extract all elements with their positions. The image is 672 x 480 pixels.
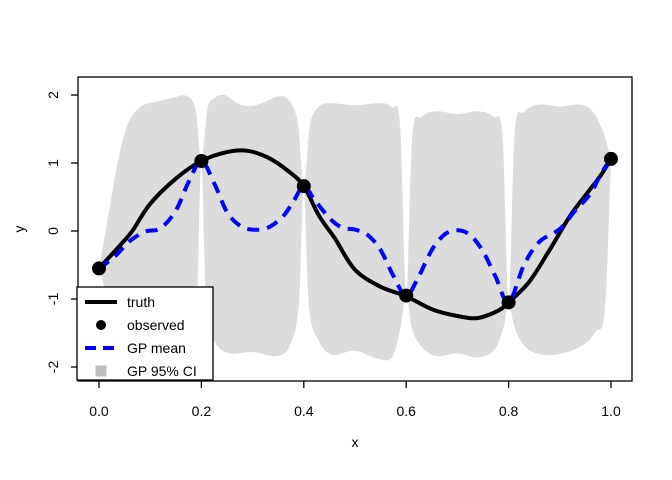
x-tick-label: 0.0	[89, 403, 109, 419]
x-tick-label: 0.8	[499, 403, 519, 419]
y-axis-title: y	[11, 226, 27, 233]
plot-area: 0.0 0.2 0.4 0.6 0.8 1.0 -2 -1 0 1 2	[45, 76, 633, 419]
plot-box	[77, 76, 633, 382]
legend-entry-gp-ci: GP 95% CI	[95, 363, 197, 379]
observed-point	[92, 261, 106, 276]
observed-point	[399, 288, 414, 303]
x-tick-label: 1.0	[601, 403, 621, 419]
x-axis-title: x	[352, 434, 359, 450]
legend: truth observed GP mean GP 95% CI	[76, 286, 214, 381]
y-tick-label: 1	[45, 159, 61, 167]
legend-entry-truth: truth	[85, 294, 155, 310]
legend-entry-observed: observed	[96, 317, 185, 333]
observed-point	[501, 295, 516, 310]
y-tick-label: -1	[45, 293, 61, 306]
observed-point	[604, 151, 618, 166]
observed-point	[296, 179, 311, 194]
legend-label-gp-ci: GP 95% CI	[127, 363, 197, 379]
gp-ci-swatch-sample	[95, 365, 107, 377]
truth-curve	[97, 148, 613, 321]
legend-label-truth: truth	[127, 294, 155, 310]
legend-label-gp-mean: GP mean	[127, 340, 186, 356]
y-tick-label: -2	[45, 361, 61, 374]
legend-label-observed: observed	[127, 317, 185, 333]
x-tick-label: 0.2	[192, 403, 212, 419]
x-tick-label: 0.6	[396, 403, 416, 419]
observed-point-sample	[96, 320, 106, 330]
legend-entry-gp-mean: GP mean	[85, 340, 186, 356]
y-tick-label: 2	[45, 91, 61, 99]
observed-point	[194, 154, 209, 168]
gp-mean-curve	[97, 157, 613, 305]
y-tick-label: 0	[45, 227, 61, 235]
x-tick-label: 0.4	[294, 403, 314, 419]
